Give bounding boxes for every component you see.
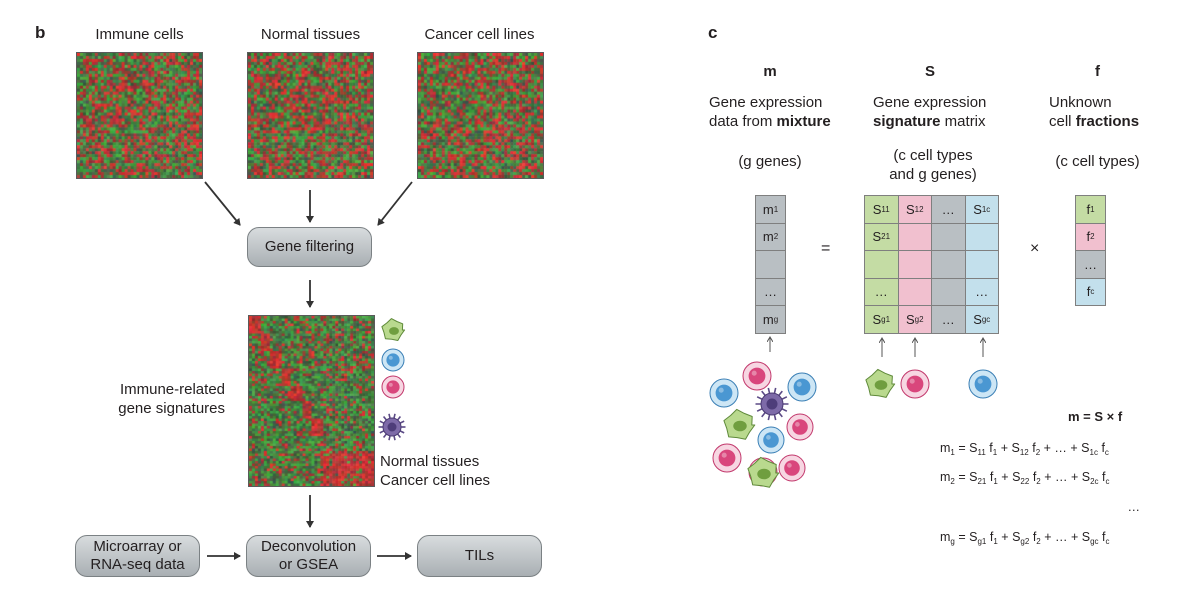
column-s-header: S Gene expression signature matrix (860, 62, 1000, 131)
column-m-header: m Gene expression data from mixture (700, 62, 840, 131)
desc-s-2: signature matrix (873, 113, 986, 130)
m-vector-cell (755, 250, 786, 279)
times-sign: × (1030, 240, 1040, 257)
dims-f: (c cell types) (1055, 153, 1140, 170)
desc-f-2: cell fractions (1049, 113, 1140, 130)
deconvolution-gsea-box: Deconvolution or GSEA (246, 535, 371, 577)
source-label-cancer: Cancer cell lines (424, 26, 535, 43)
s-matrix-cell: … (964, 277, 999, 306)
microarray-rnaseq-box: Microarray or RNA-seq data (75, 535, 200, 577)
s-matrix-cell (931, 250, 966, 279)
source-label-normal: Normal tissues (260, 26, 361, 43)
green-cell-icon (723, 408, 756, 440)
signatures-label: Immune-related gene signatures (118, 381, 225, 417)
s-matrix-cell: S 1c (964, 195, 999, 224)
equals-sign: = (821, 240, 831, 257)
normal-cancer-label: Normal tissues Cancer cell lines (380, 453, 491, 489)
pink-cell-icon (778, 454, 806, 482)
blue-cell-icon (381, 348, 405, 372)
tils-box: TILs (417, 535, 542, 577)
symbol-s: S (924, 63, 935, 80)
symbol-f: f (1095, 63, 1100, 80)
source-label-immune: Immune cells (95, 26, 184, 43)
heatmap-cancer-cell-lines (417, 52, 544, 179)
desc-m-1: Gene expression (709, 94, 823, 111)
pink-cell-icon (742, 361, 772, 391)
blue-cell-icon (757, 426, 785, 454)
pink-cell-icon (381, 375, 405, 399)
green-cell-icon (747, 456, 780, 488)
panel-b-label: b (35, 23, 46, 42)
blue-cell-icon (968, 369, 998, 399)
purple-cell-icon (378, 413, 406, 441)
pink-cell-icon (786, 413, 814, 441)
heatmap-immune-cells (76, 52, 203, 179)
desc-s-1: Gene expression (873, 94, 987, 111)
column-f-header: f Unknown cell fractions (1040, 62, 1155, 131)
s-matrix-cell: … (931, 305, 966, 334)
desc-m-2: data from mixture (709, 113, 831, 130)
heatmap-normal-tissues (247, 52, 374, 179)
desc-f-1: Unknown (1049, 94, 1112, 111)
s-matrix-cell: … (931, 195, 966, 224)
s-matrix-cell: S 21 (864, 222, 899, 251)
formula-title: m = S × f (1068, 409, 1123, 424)
heatmap-gene-signatures (248, 315, 375, 487)
s-matrix-cell (897, 222, 932, 251)
green-cell-icon (381, 318, 406, 341)
cell-type-arrows (770, 338, 983, 357)
purple-cell-icon (755, 387, 789, 421)
equation-line: m2 = S21 f1 + S22 f2 + … + S2c fc (940, 470, 1110, 486)
dims-s: (c cell types and g genes) (889, 147, 977, 183)
blue-cell-icon (787, 372, 817, 402)
equation-line: … (1127, 500, 1141, 514)
s-matrix-cell (964, 250, 999, 279)
symbol-m: m (763, 63, 777, 80)
pink-cell-icon (712, 443, 742, 473)
equation-line: m1 = S11 f1 + S12 f2 + … + S1c fc (940, 441, 1109, 457)
equation-line: mg = Sg1 f1 + Sg2 f2 + … + Sgc fc (940, 530, 1110, 546)
gene-filtering-box: Gene filtering (247, 227, 372, 267)
pink-cell-icon (900, 369, 930, 399)
flow-arrows (204, 181, 413, 560)
dims-m: (g genes) (738, 153, 802, 170)
blue-cell-icon (709, 378, 739, 408)
panel-c-label: c (708, 23, 718, 42)
green-cell-icon (865, 368, 896, 398)
s-matrix-cell (964, 222, 999, 251)
